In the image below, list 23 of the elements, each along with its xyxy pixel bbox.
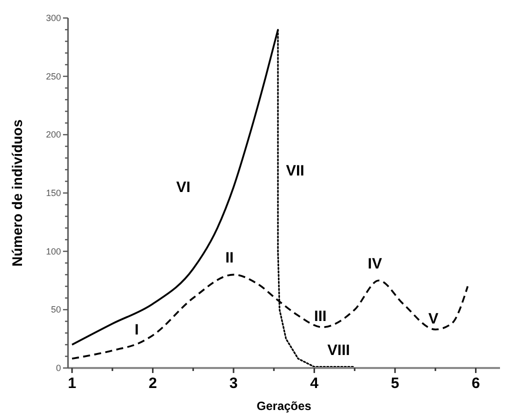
y-tick-label: 250 [46,71,61,82]
y-tick-label: 50 [50,304,61,315]
annotation: IV [368,256,382,272]
x-tick-label: 1 [68,375,76,392]
annotation: II [225,250,234,267]
y-tick-label: 100 [46,246,61,256]
y-tick-label: 150 [46,188,61,198]
x-tick-label: 4 [310,375,320,392]
annotation: VI [176,179,190,196]
x-tick-label: 6 [472,375,480,392]
annotation: VII [286,162,304,180]
x-tick-label: 5 [390,375,400,392]
y-axis-title: Número de indivíduos [9,119,25,267]
annotation: I [134,321,139,338]
annotation: III [314,308,327,326]
y-tick-label: 200 [46,130,61,140]
x-tick-label: 2 [148,375,157,392]
x-tick-label: 3 [229,375,238,392]
annotation: V [428,310,438,328]
y-tick-label: 0 [56,363,61,373]
y-tick-label: 300 [46,13,61,23]
annotation: VIII [327,342,350,359]
x-axis-title: Gerações [256,399,312,413]
